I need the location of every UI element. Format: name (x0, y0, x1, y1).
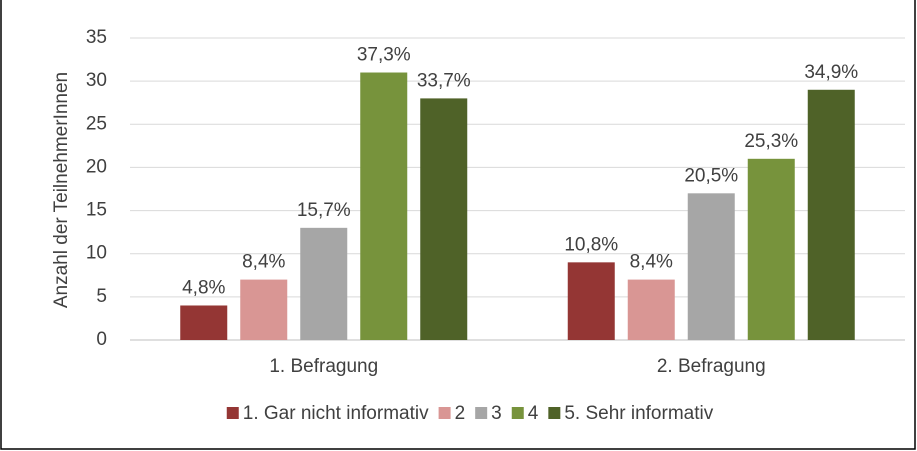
y-axis-label: Anzahl der TeilnehmerInnen (51, 72, 72, 308)
bar (627, 279, 675, 340)
bar (567, 262, 615, 340)
data-label: 10,8% (564, 234, 618, 255)
x-tick-label: 1. Befragung (269, 356, 378, 377)
y-tick-label: 5 (96, 286, 107, 307)
y-tick-label: 0 (96, 329, 107, 350)
y-tick-label: 30 (86, 70, 107, 91)
legend-swatch (226, 407, 239, 419)
legend-label: 2 (455, 403, 466, 424)
data-label: 4,8% (182, 278, 225, 299)
bar (420, 98, 468, 341)
data-label: 25,3% (744, 131, 798, 152)
data-label: 8,4% (242, 252, 285, 273)
data-label: 33,7% (417, 70, 471, 91)
data-label: 20,5% (684, 165, 738, 186)
y-tick-label: 10 (86, 243, 107, 264)
bar (300, 227, 348, 340)
legend-swatch (548, 407, 561, 419)
data-label: 34,9% (804, 62, 858, 83)
y-tick-label: 25 (86, 113, 107, 134)
bar (747, 158, 795, 340)
legend-label: 1. Gar nicht informativ (243, 403, 429, 424)
legend-swatch (438, 407, 451, 419)
legend-label: 5. Sehr informativ (564, 403, 713, 424)
x-tick-label: 2. Befragung (657, 356, 766, 377)
y-tick-label: 35 (86, 27, 107, 48)
legend-label: 4 (528, 403, 539, 424)
bar (807, 89, 855, 341)
bar (360, 72, 408, 340)
data-label: 8,4% (630, 252, 673, 273)
bar (687, 193, 735, 340)
bar (180, 305, 228, 340)
legend-label: 3 (491, 403, 502, 424)
legend-swatch (475, 407, 488, 419)
y-tick-label: 15 (86, 200, 107, 221)
legend-swatch (511, 407, 524, 419)
bar (240, 279, 288, 340)
data-label: 37,3% (357, 45, 411, 66)
y-tick-label: 20 (86, 156, 107, 177)
data-label: 15,7% (297, 200, 351, 221)
